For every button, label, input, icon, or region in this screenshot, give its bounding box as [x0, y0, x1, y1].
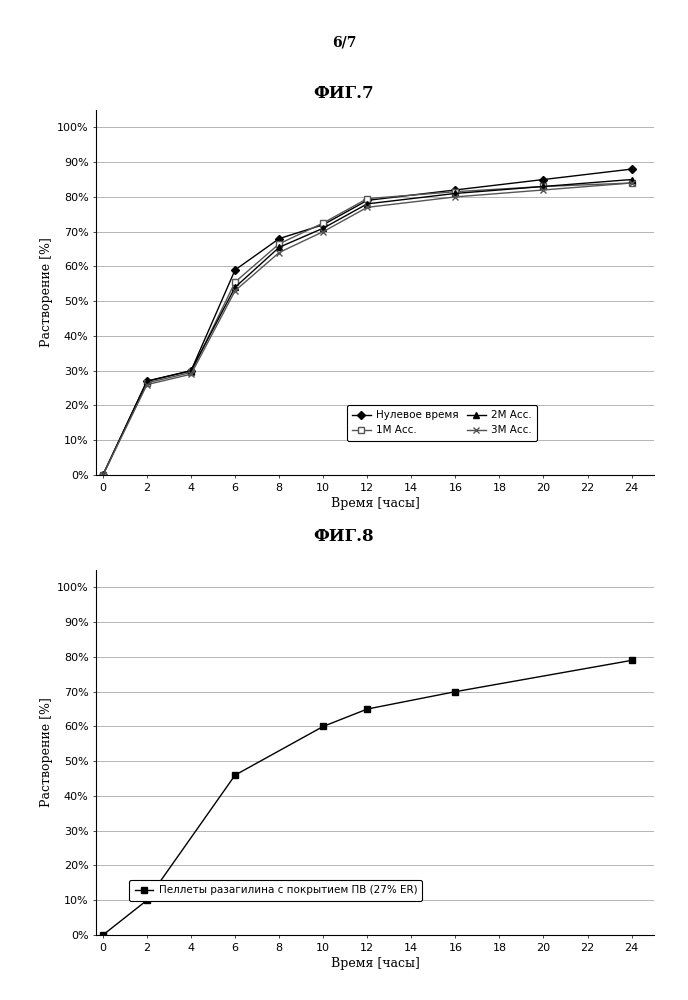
Нулевое время — [319, 219, 327, 231]
1М Асс. — [275, 238, 283, 250]
Y-axis label: Растворение [%]: Растворение [%] — [40, 238, 53, 347]
Нулевое время — [99, 469, 107, 481]
Нулевое время — [627, 163, 636, 175]
2М Асс. — [187, 365, 195, 377]
Пеллеты разагилина с покрытием ПВ (27% ER) — [363, 703, 372, 715]
Нулевое время — [187, 365, 195, 377]
1М Асс. — [451, 186, 460, 198]
Text: 6/7: 6/7 — [332, 35, 356, 49]
Пеллеты разагилина с покрытием ПВ (27% ER) — [451, 686, 460, 698]
Text: ФИГ.8: ФИГ.8 — [314, 528, 374, 545]
Пеллеты разагилина с покрытием ПВ (27% ER) — [627, 654, 636, 666]
Нулевое время — [143, 375, 151, 387]
Нулевое время — [539, 174, 548, 186]
1М Асс. — [187, 366, 195, 378]
1М Асс. — [319, 217, 327, 229]
2М Асс. — [231, 281, 239, 293]
Пеллеты разагилина с покрытием ПВ (27% ER) — [99, 929, 107, 941]
2М Асс. — [319, 222, 327, 234]
Нулевое время — [275, 233, 283, 245]
1М Асс. — [99, 469, 107, 481]
3М Асс. — [187, 368, 195, 380]
3М Асс. — [363, 201, 372, 213]
Line: 3М Асс.: 3М Асс. — [100, 180, 635, 478]
Legend: Нулевое время, 1М Асс., 2М Асс., 3М Асс.: Нулевое время, 1М Асс., 2М Асс., 3М Асс. — [347, 405, 537, 441]
2М Асс. — [143, 375, 151, 387]
Text: ФИГ.7: ФИГ.7 — [314, 85, 374, 102]
Нулевое время — [363, 194, 372, 206]
3М Асс. — [99, 469, 107, 481]
3М Асс. — [319, 226, 327, 238]
Пеллеты разагилина с покрытием ПВ (27% ER) — [231, 769, 239, 781]
1М Асс. — [627, 177, 636, 189]
1М Асс. — [231, 276, 239, 288]
Нулевое время — [451, 184, 460, 196]
2М Асс. — [275, 241, 283, 253]
3М Асс. — [451, 191, 460, 203]
3М Асс. — [143, 379, 151, 391]
Line: Пеллеты разагилина с покрытием ПВ (27% ER): Пеллеты разагилина с покрытием ПВ (27% E… — [100, 658, 634, 938]
3М Асс. — [539, 184, 548, 196]
1М Асс. — [143, 377, 151, 389]
Line: 2М Асс.: 2М Асс. — [100, 177, 634, 478]
2М Асс. — [627, 174, 636, 186]
Пеллеты разагилина с покрытием ПВ (27% ER) — [143, 894, 151, 906]
Нулевое время — [231, 264, 239, 276]
Legend: Пеллеты разагилина с покрытием ПВ (27% ER): Пеллеты разагилина с покрытием ПВ (27% E… — [129, 880, 422, 901]
Line: 1М Асс.: 1М Асс. — [100, 180, 634, 478]
Line: Нулевое время: Нулевое время — [100, 166, 634, 478]
2М Асс. — [99, 469, 107, 481]
X-axis label: Время [часы]: Время [часы] — [330, 497, 420, 510]
1М Асс. — [363, 193, 372, 205]
X-axis label: Время [часы]: Время [часы] — [330, 957, 420, 970]
3М Асс. — [231, 285, 239, 297]
2М Асс. — [363, 198, 372, 210]
1М Асс. — [539, 180, 548, 192]
3М Асс. — [275, 247, 283, 259]
Y-axis label: Растворение [%]: Растворение [%] — [40, 698, 53, 807]
2М Асс. — [451, 187, 460, 199]
2М Асс. — [539, 180, 548, 192]
Пеллеты разагилина с покрытием ПВ (27% ER) — [319, 720, 327, 732]
3М Асс. — [627, 177, 636, 189]
